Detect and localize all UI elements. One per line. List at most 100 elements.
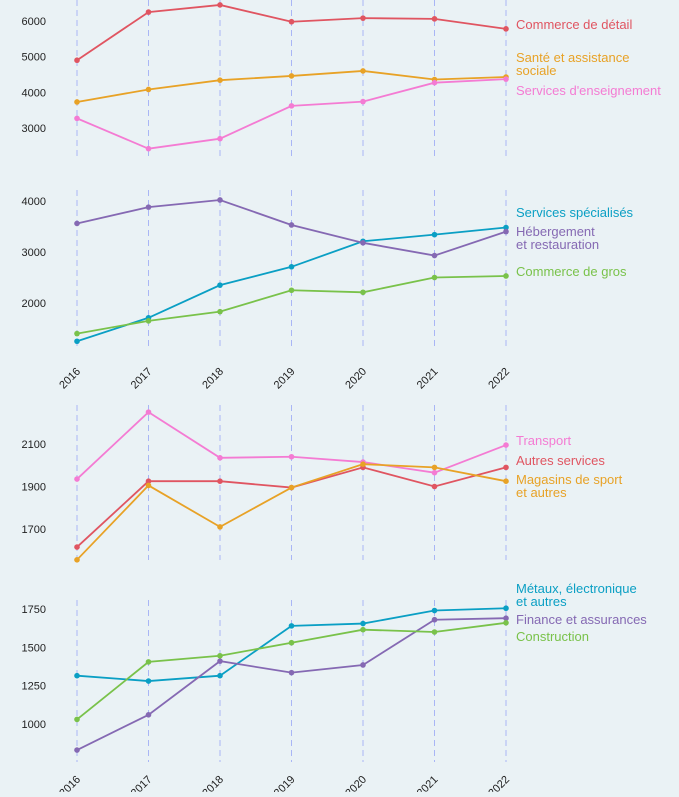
y-tick-label: 6000 [22, 16, 46, 28]
data-point [288, 287, 295, 294]
series-label-line: Métaux, électronique [516, 581, 637, 596]
data-point [145, 318, 152, 324]
data-point [431, 483, 438, 490]
y-tick-label: 4000 [22, 87, 46, 99]
data-point [145, 86, 152, 93]
series-label: Commerce de détail [516, 17, 632, 32]
data-point [217, 308, 223, 315]
series-line [76, 199, 507, 257]
data-point [288, 18, 295, 25]
data-point [503, 76, 509, 82]
data-point [503, 273, 509, 279]
x-tick-label: 2016 [57, 366, 83, 392]
y-tick-label: 4000 [22, 196, 46, 208]
data-point [74, 557, 80, 563]
data-point [74, 672, 80, 679]
data-point [503, 224, 509, 231]
data-point [74, 115, 80, 122]
data-point [431, 629, 438, 635]
chart-panel-4: 1000 1250 1500 1750 2016 2017 2018 2019 2020 2021… [22, 600, 512, 797]
y-tick-label: 1750 [22, 604, 46, 616]
data-point [145, 145, 152, 152]
series-label-line: Magasins de sport [516, 472, 623, 487]
data-point [360, 461, 366, 467]
data-point [288, 484, 295, 491]
data-point [145, 409, 152, 415]
series-label: Autres services [516, 453, 605, 468]
data-point [503, 605, 509, 612]
data-point [503, 442, 509, 448]
data-point [360, 15, 366, 21]
y-tick-label: 3000 [22, 247, 46, 259]
data-point [288, 73, 295, 79]
data-point [288, 669, 295, 676]
data-point [145, 678, 152, 684]
data-point [431, 16, 438, 22]
series-label-line: et restauration [516, 237, 599, 252]
series-label-line: Transport [516, 433, 572, 448]
data-point [145, 478, 152, 484]
series-label: Services spécialisés [516, 205, 634, 220]
data-point [145, 482, 152, 489]
data-point [431, 464, 438, 471]
data-point [431, 252, 438, 259]
data-point [360, 662, 366, 668]
series-label-line: sociale [516, 63, 556, 78]
series-label-line: Commerce de gros [516, 264, 627, 279]
x-tick-label: 2018 [200, 366, 226, 392]
data-point [288, 453, 295, 460]
data-point [360, 68, 366, 74]
x-tick-label: 2021 [415, 366, 441, 392]
series-label-line: et autres [516, 485, 567, 500]
data-point [431, 274, 438, 281]
data-point [288, 222, 295, 228]
series-label-line: Finance et assurances [516, 612, 647, 627]
x-tick-label: 2020 [343, 366, 369, 392]
y-tick-label: 1000 [22, 719, 46, 731]
x-tick-label: 2022 [486, 774, 512, 792]
data-point [217, 455, 223, 461]
y-tick-label: 1900 [22, 482, 46, 494]
data-point [145, 712, 152, 718]
y-tick-label: 1500 [22, 642, 46, 654]
data-point [288, 263, 295, 270]
series-label: Construction [516, 629, 589, 644]
x-tick-label: 2021 [415, 774, 441, 792]
data-point [217, 197, 223, 203]
data-point [217, 282, 223, 288]
data-point [74, 330, 80, 337]
y-tick-label: 1700 [22, 524, 46, 536]
series-label: Transport [516, 433, 572, 448]
series-label-line: Services d'enseignement [516, 83, 661, 98]
series-label: Finance et assurances [516, 612, 647, 627]
data-point [74, 544, 80, 550]
y-tick-label: 2000 [22, 298, 46, 310]
data-point [431, 607, 438, 614]
data-point [360, 620, 366, 627]
data-point [217, 77, 223, 84]
data-point [74, 57, 80, 64]
y-tick-label: 5000 [22, 52, 46, 64]
y-tick-label: 3000 [22, 123, 46, 135]
x-tick-label: 2018 [200, 774, 226, 792]
data-point [288, 639, 295, 646]
data-point [217, 135, 223, 142]
series-label: Magasins de sport et autres [516, 472, 623, 500]
data-point [288, 623, 295, 629]
y-tick-label: 2100 [22, 439, 46, 451]
series-label-line: et autres [516, 594, 567, 609]
data-point [503, 26, 509, 32]
data-point [431, 79, 438, 86]
chart-panel-2: 2000 3000 4000 2016 2017 2018 2019 2020 2021 2022 [22, 190, 512, 392]
data-point [217, 2, 223, 8]
data-point [217, 652, 223, 659]
data-point [360, 626, 366, 633]
data-point [503, 615, 509, 621]
data-point [288, 103, 295, 109]
series-label: Services d'enseignement [516, 83, 661, 98]
data-point [74, 220, 80, 227]
series-label-line: Hébergement [516, 224, 595, 239]
data-point [74, 476, 80, 482]
data-point [74, 99, 80, 105]
x-tick-label: 2017 [129, 366, 155, 392]
